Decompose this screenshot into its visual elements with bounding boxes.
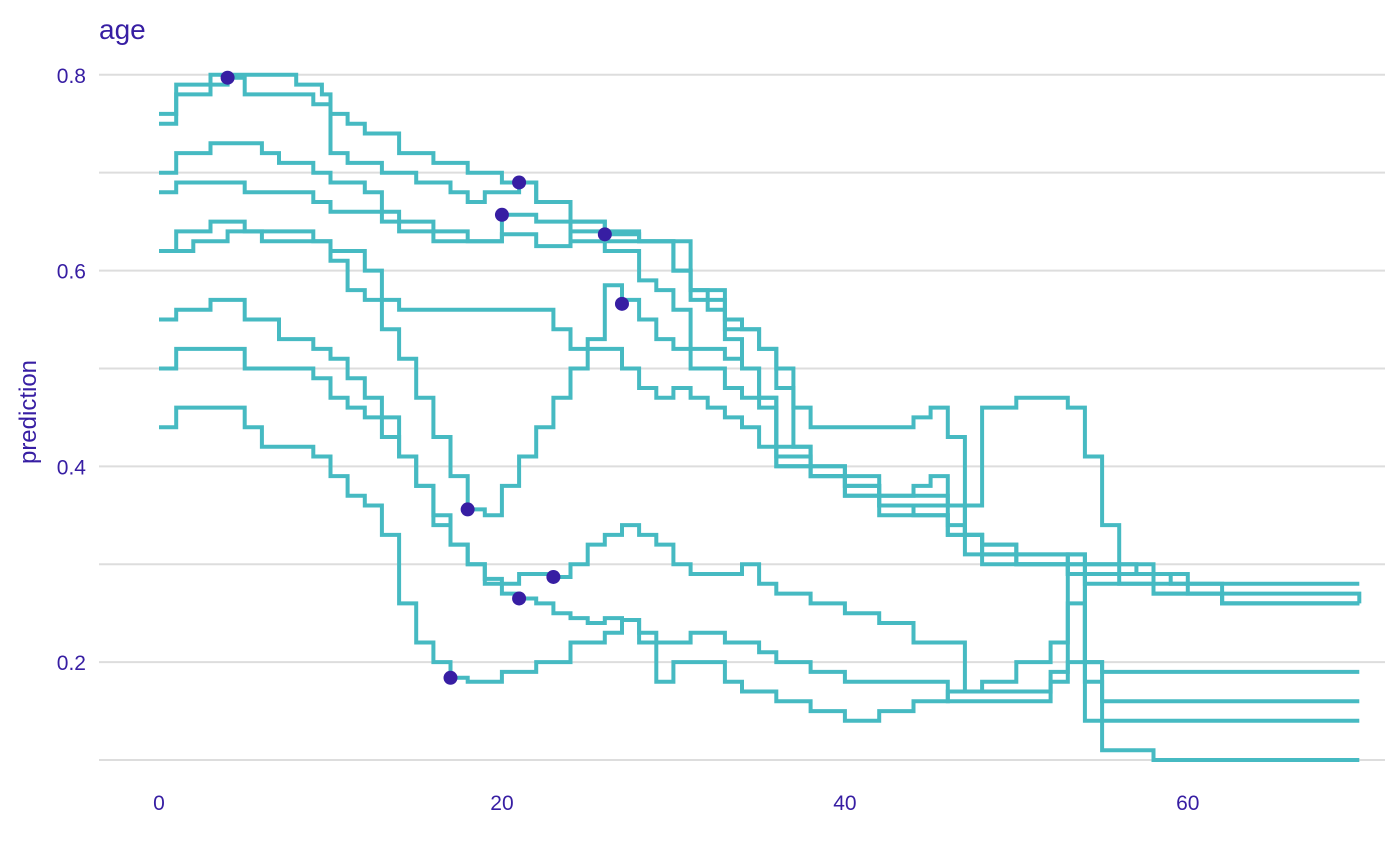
y-tick-label: 0.6 — [57, 261, 86, 284]
y-tick-label: 0.2 — [57, 652, 86, 675]
observation-point-5 — [614, 296, 629, 311]
x-tick-label: 60 — [1176, 792, 1199, 815]
series-line-9 — [159, 405, 1360, 762]
x-tick-label: 0 — [153, 792, 165, 815]
observation-point-1 — [512, 175, 527, 190]
observation-point-2 — [220, 70, 235, 85]
y-axis-ticks: 0.2 0.4 0.6 0.8 — [57, 65, 87, 675]
x-axis-ticks: 0 20 40 60 — [153, 792, 1199, 815]
x-tick-label: 40 — [833, 792, 856, 815]
series-line-6 — [159, 229, 1360, 674]
observation-point-9 — [443, 670, 458, 685]
observation-point-3 — [597, 227, 612, 242]
y-tick-label: 0.4 — [57, 456, 87, 479]
series-line-5 — [159, 219, 1362, 604]
series-line-4 — [159, 180, 1360, 606]
chart-title: age — [99, 14, 146, 45]
observation-point-4 — [494, 207, 509, 222]
series-line-8 — [159, 346, 1360, 723]
observation-point-8 — [512, 591, 527, 606]
series-line-7 — [159, 297, 1360, 704]
y-tick-label: 0.8 — [57, 65, 86, 88]
x-tick-label: 20 — [490, 792, 513, 815]
observation-point-6 — [460, 502, 475, 517]
series-lines — [159, 72, 1362, 762]
y-axis-label: prediction — [15, 360, 42, 464]
observation-point-7 — [546, 569, 561, 584]
observation-points — [220, 70, 629, 685]
